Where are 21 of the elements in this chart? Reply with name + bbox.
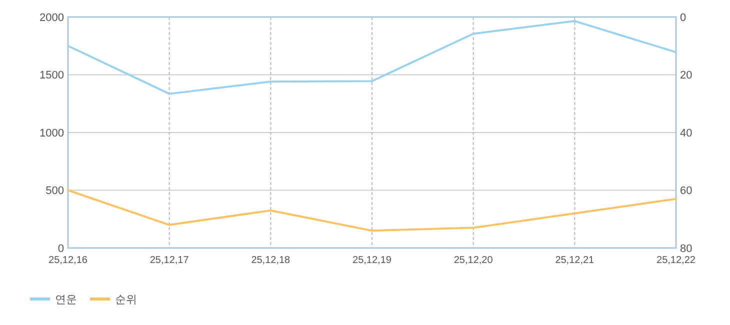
y2-tick-label: 80 [680, 242, 692, 255]
y2-tick-label: 0 [680, 12, 686, 24]
x-tick-label: 25,12,18 [251, 255, 291, 266]
x-tick-label: 25,12,22 [656, 255, 696, 266]
y-tick-label: 1500 [40, 70, 64, 82]
y2-tick-label: 40 [680, 127, 692, 140]
x-tick-label: 25,12,21 [555, 255, 595, 266]
y-tick-label: 2000 [40, 12, 64, 24]
line-series [67, 189, 677, 232]
line-series [67, 20, 677, 95]
x-tick-label: 25,12,17 [150, 255, 190, 266]
x-tick-label: 25,12,16 [48, 255, 88, 266]
y2-tick-label: 60 [680, 185, 692, 198]
legend-label: 순위 [115, 294, 137, 306]
x-tick-label: 25,12,20 [454, 255, 494, 266]
y-tick-label: 0 [58, 242, 64, 255]
y2-tick-label: 20 [680, 70, 692, 82]
y-tick-label: 500 [46, 185, 64, 198]
y-tick-label: 1000 [40, 127, 64, 140]
x-tick-label: 25,12,19 [352, 255, 392, 266]
legend-label: 연운 [55, 294, 77, 306]
